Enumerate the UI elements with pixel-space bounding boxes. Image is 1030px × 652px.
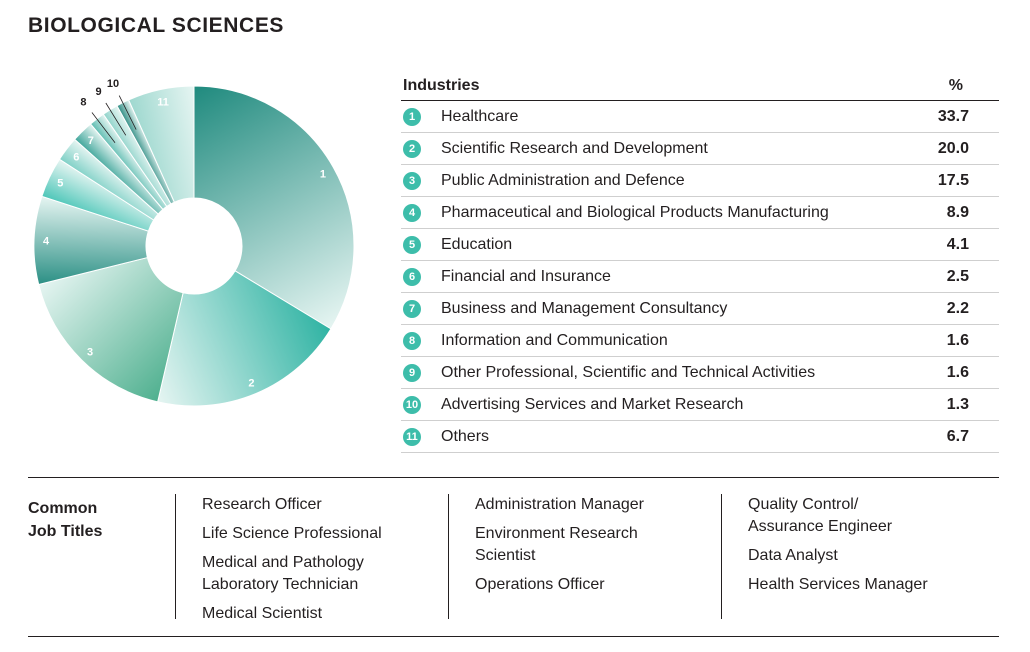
industry-label: Pharmaceutical and Biological Products M…	[441, 204, 829, 221]
row-number-badge: 4	[403, 204, 421, 222]
slice-label-3: 3	[87, 346, 93, 358]
common-job-titles-label: Common Job Titles	[28, 497, 148, 543]
table-row: 9 Other Professional, Scientific and Tech…	[401, 357, 999, 389]
percent-value: 4.1	[946, 236, 969, 253]
industry-label: Business and Management Consultancy	[441, 300, 728, 317]
row-number-badge: 3	[403, 172, 421, 190]
slice-label-10: 10	[107, 78, 119, 90]
table-header: Industries %	[401, 72, 999, 101]
industry-label: Others	[441, 428, 490, 445]
percent-value: 17.5	[937, 172, 969, 189]
slice-label-9: 9	[95, 86, 101, 98]
job-title: Laboratory Technician	[202, 576, 359, 593]
page-title: BIOLOGICAL SCIENCES	[28, 14, 285, 37]
industry-label: Advertising Services and Market Research	[441, 396, 744, 413]
row-number-badge: 1	[403, 108, 421, 126]
percent-value: 6.7	[946, 428, 969, 445]
table-row: 7 Business and Management Consultancy 2.2	[401, 293, 999, 325]
job-title: Medical and Pathology	[202, 554, 364, 571]
leader-line	[105, 102, 127, 136]
industries-table: Industries % 1 Healthcare 33.7 2 Scientific …	[401, 72, 999, 453]
leader-line	[118, 95, 137, 130]
leader-line	[91, 112, 116, 143]
slice-label-1: 1	[320, 168, 326, 180]
percent-value: 1.6	[946, 364, 969, 381]
job-title: Environment Research	[475, 525, 638, 542]
job-title: Health Services Manager	[748, 576, 928, 593]
table-row: 8 Information and Communication 1.6	[401, 325, 999, 357]
slice-label-11: 11	[157, 96, 169, 108]
slice-label-8: 8	[80, 96, 86, 108]
table-row: 1 Healthcare 33.7	[401, 101, 999, 133]
divider-top	[28, 477, 999, 478]
slice-3	[38, 256, 184, 403]
column-divider	[721, 494, 722, 619]
slice-11	[128, 85, 195, 203]
slice-label-5: 5	[57, 177, 63, 189]
slice-2	[157, 270, 332, 407]
row-number-badge: 2	[403, 140, 421, 158]
slice-label-7: 7	[88, 135, 94, 147]
column-divider	[175, 494, 176, 619]
row-number-badge: 11	[403, 428, 421, 446]
table-row: 4 Pharmaceutical and Biological Products …	[401, 197, 999, 229]
header-percent: %	[948, 77, 963, 94]
job-title: Scientist	[475, 547, 536, 564]
industry-label: Financial and Insurance	[441, 268, 611, 285]
row-number-badge: 7	[403, 300, 421, 318]
percent-value: 1.3	[946, 396, 969, 413]
table-row: 2 Scientific Research and Development 20.0	[401, 133, 999, 165]
column-divider	[448, 494, 449, 619]
job-title: Quality Control/	[748, 496, 859, 513]
industry-label: Scientific Research and Development	[441, 140, 708, 157]
job-title: Assurance Engineer	[748, 518, 893, 535]
job-title: Life Science Professional	[202, 525, 382, 542]
percent-value: 33.7	[937, 108, 969, 125]
header-industries: Industries	[403, 77, 480, 94]
row-number-badge: 9	[403, 364, 421, 382]
row-number-badge: 10	[403, 396, 421, 414]
table-row: 3 Public Administration and Defence 17.5	[401, 165, 999, 197]
industry-label: Information and Communication	[441, 332, 668, 349]
job-title: Operations Officer	[475, 576, 605, 593]
table-row: 6 Financial and Insurance 2.5	[401, 261, 999, 293]
industry-label: Healthcare	[441, 108, 519, 125]
jobs-label-line1: Common	[28, 500, 98, 517]
percent-value: 20.0	[937, 140, 969, 157]
industry-label: Other Professional, Scientific and Techn…	[441, 364, 816, 381]
job-title: Medical Scientist	[202, 605, 323, 622]
industry-label: Education	[441, 236, 513, 253]
slice-label-6: 6	[73, 151, 79, 163]
percent-value: 2.2	[946, 300, 969, 317]
percent-value: 8.9	[946, 204, 969, 221]
jobs-label-line2: Job Titles	[28, 523, 103, 540]
table-row: 5 Education 4.1	[401, 229, 999, 261]
slice-label-2: 2	[248, 377, 254, 389]
row-number-badge: 8	[403, 332, 421, 350]
job-title: Research Officer	[202, 496, 322, 513]
row-number-badge: 6	[403, 268, 421, 286]
slice-1	[193, 85, 355, 330]
job-title: Data Analyst	[748, 547, 838, 564]
percent-value: 1.6	[946, 332, 969, 349]
percent-value: 2.5	[946, 268, 969, 285]
industry-label: Public Administration and Defence	[441, 172, 685, 189]
table-row: 10 Advertising Services and Market Resear…	[401, 389, 999, 421]
job-title: Administration Manager	[475, 496, 644, 513]
row-number-badge: 5	[403, 236, 421, 254]
divider-bottom	[28, 636, 999, 637]
table-row: 11 Others 6.7	[401, 421, 999, 453]
slice-label-4: 4	[43, 236, 50, 248]
